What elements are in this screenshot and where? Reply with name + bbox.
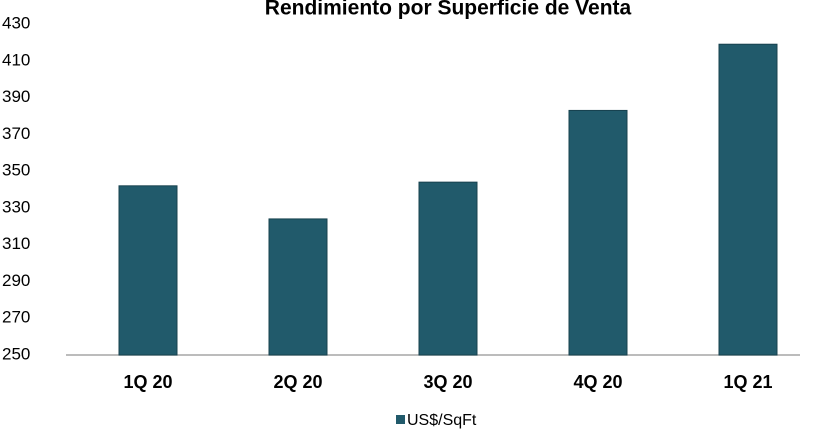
x-tick-label: 4Q 20 [573, 372, 622, 392]
bar [568, 109, 628, 356]
x-tick-label: 1Q 20 [123, 372, 172, 392]
x-tick-label: 2Q 20 [273, 372, 322, 392]
y-tick-label: 370 [2, 124, 30, 143]
y-tick-label: 390 [2, 87, 30, 106]
y-tick-label: 310 [2, 234, 30, 253]
y-tick-label: 330 [2, 197, 30, 216]
bar [118, 185, 178, 356]
x-tick-label: 1Q 21 [723, 372, 772, 392]
x-tick-label: 3Q 20 [423, 372, 472, 392]
chart-title: Rendimiento por Superficie de Venta [265, 0, 632, 20]
bar [268, 218, 328, 356]
legend-swatch [396, 415, 405, 424]
y-tick-label: 410 [2, 50, 30, 69]
bar [418, 181, 478, 356]
bar [718, 43, 778, 356]
y-tick-label: 430 [2, 13, 30, 32]
y-tick-label: 290 [2, 271, 30, 290]
y-tick-label: 350 [2, 161, 30, 180]
y-tick-label: 270 [2, 308, 30, 327]
y-tick-label: 250 [2, 344, 30, 363]
legend-label: US$/SqFt [407, 412, 477, 429]
